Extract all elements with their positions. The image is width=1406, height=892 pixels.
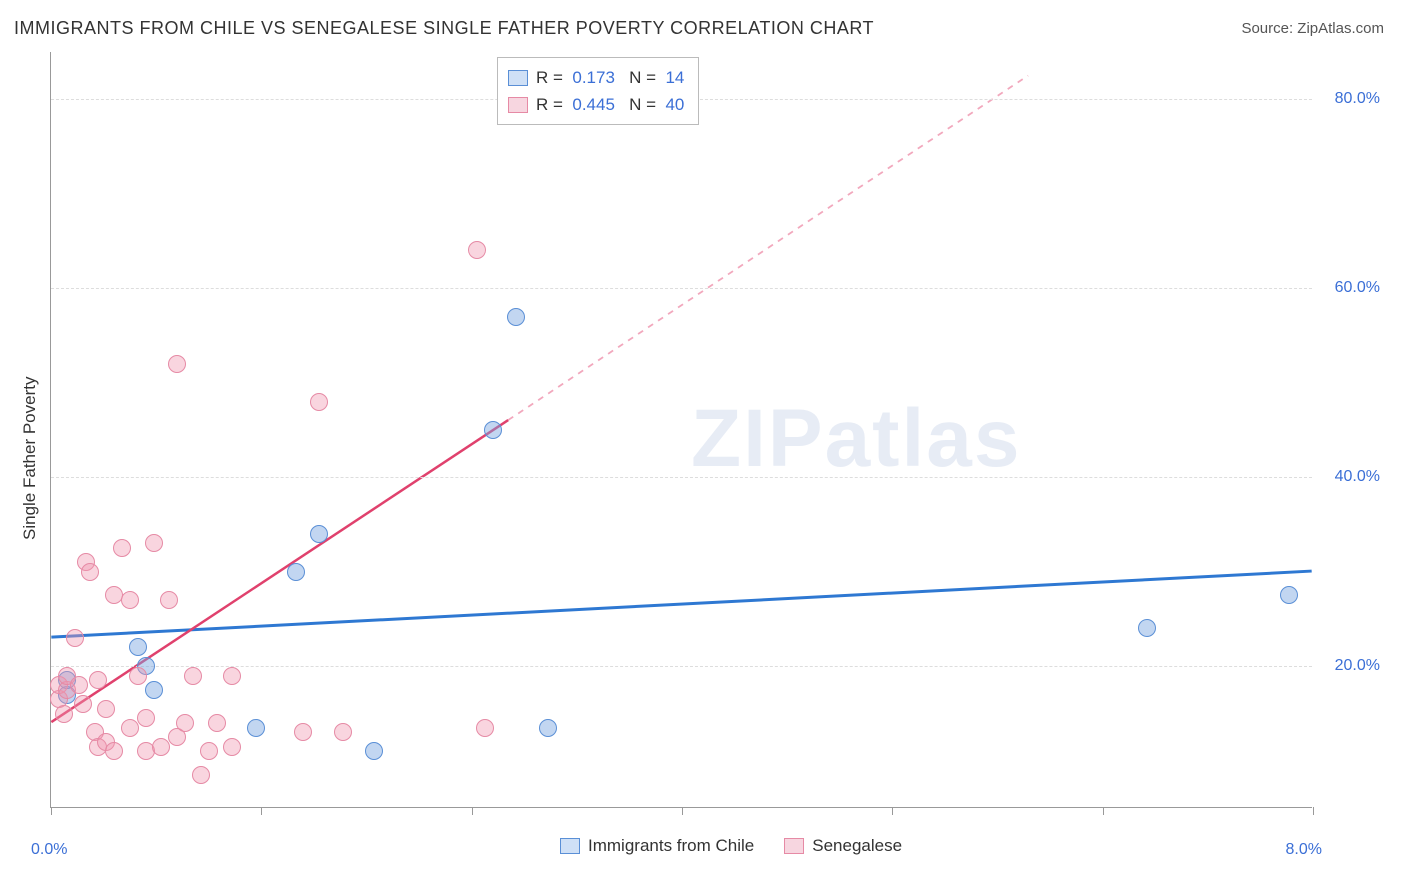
data-point-chile xyxy=(310,525,328,543)
legend-bottom: Immigrants from Chile Senegalese xyxy=(560,836,902,856)
x-tick-mark xyxy=(472,807,473,815)
data-point-chile xyxy=(129,638,147,656)
data-point-senegalese xyxy=(74,695,92,713)
trend-line xyxy=(51,420,508,722)
data-point-senegalese xyxy=(476,719,494,737)
legend-stats-text: R = 0.445 N = 40 xyxy=(536,91,684,118)
x-tick-mark xyxy=(51,807,52,815)
legend-item-chile: Immigrants from Chile xyxy=(560,836,754,856)
data-point-senegalese xyxy=(89,671,107,689)
gridline-h xyxy=(51,477,1312,478)
x-tick-mark xyxy=(1313,807,1314,815)
trend-lines-layer xyxy=(51,52,1312,807)
legend-label: Senegalese xyxy=(812,836,902,856)
x-tick-mark xyxy=(892,807,893,815)
legend-stats-box: R = 0.173 N = 14R = 0.445 N = 40 xyxy=(497,57,699,125)
data-point-chile xyxy=(247,719,265,737)
gridline-h xyxy=(51,666,1312,667)
x-tick-label-max: 8.0% xyxy=(1286,841,1322,859)
data-point-senegalese xyxy=(70,676,88,694)
x-tick-mark xyxy=(682,807,683,815)
legend-swatch-senegalese xyxy=(784,838,804,854)
data-point-senegalese xyxy=(121,719,139,737)
legend-stats-row: R = 0.445 N = 40 xyxy=(508,91,684,118)
data-point-chile xyxy=(287,563,305,581)
legend-stats-text: R = 0.173 N = 14 xyxy=(536,64,684,91)
data-point-senegalese xyxy=(192,766,210,784)
legend-swatch-chile xyxy=(508,70,528,86)
data-point-chile xyxy=(1280,586,1298,604)
data-point-senegalese xyxy=(55,705,73,723)
legend-item-senegalese: Senegalese xyxy=(784,836,902,856)
data-point-senegalese xyxy=(81,563,99,581)
data-point-chile xyxy=(145,681,163,699)
data-point-senegalese xyxy=(468,241,486,259)
y-tick-label: 60.0% xyxy=(1335,279,1380,297)
x-tick-mark xyxy=(1103,807,1104,815)
data-point-senegalese xyxy=(223,667,241,685)
data-point-chile xyxy=(507,308,525,326)
data-point-senegalese xyxy=(334,723,352,741)
data-point-senegalese xyxy=(294,723,312,741)
data-point-senegalese xyxy=(160,591,178,609)
data-point-senegalese xyxy=(223,738,241,756)
data-point-senegalese xyxy=(310,393,328,411)
gridline-h xyxy=(51,288,1312,289)
data-point-chile xyxy=(484,421,502,439)
data-point-senegalese xyxy=(66,629,84,647)
y-tick-label: 20.0% xyxy=(1335,657,1380,675)
data-point-senegalese xyxy=(152,738,170,756)
x-tick-label-min: 0.0% xyxy=(31,841,67,859)
data-point-senegalese xyxy=(137,709,155,727)
data-point-senegalese xyxy=(208,714,226,732)
data-point-senegalese xyxy=(121,591,139,609)
x-tick-mark xyxy=(261,807,262,815)
data-point-senegalese xyxy=(200,742,218,760)
trend-line xyxy=(51,571,1311,637)
data-point-senegalese xyxy=(145,534,163,552)
chart-title: IMMIGRANTS FROM CHILE VS SENEGALESE SING… xyxy=(14,18,874,39)
data-point-senegalese xyxy=(168,355,186,373)
data-point-senegalese xyxy=(97,700,115,718)
trend-line xyxy=(508,76,1028,420)
y-tick-label: 40.0% xyxy=(1335,468,1380,486)
data-point-senegalese xyxy=(176,714,194,732)
chart-container: IMMIGRANTS FROM CHILE VS SENEGALESE SING… xyxy=(0,0,1406,892)
source-label: Source: ZipAtlas.com xyxy=(1241,20,1384,37)
watermark: ZIPatlas xyxy=(691,392,1021,486)
legend-swatch-chile xyxy=(560,838,580,854)
data-point-senegalese xyxy=(105,742,123,760)
data-point-senegalese xyxy=(129,667,147,685)
data-point-senegalese xyxy=(184,667,202,685)
data-point-senegalese xyxy=(113,539,131,557)
y-tick-label: 80.0% xyxy=(1335,90,1380,108)
legend-swatch-senegalese xyxy=(508,97,528,113)
y-axis-label: Single Father Poverty xyxy=(20,377,40,540)
data-point-chile xyxy=(365,742,383,760)
legend-label: Immigrants from Chile xyxy=(588,836,754,856)
data-point-chile xyxy=(539,719,557,737)
data-point-chile xyxy=(1138,619,1156,637)
plot-area: ZIPatlas 20.0%40.0%60.0%80.0%0.0%8.0%R =… xyxy=(50,52,1312,808)
legend-stats-row: R = 0.173 N = 14 xyxy=(508,64,684,91)
